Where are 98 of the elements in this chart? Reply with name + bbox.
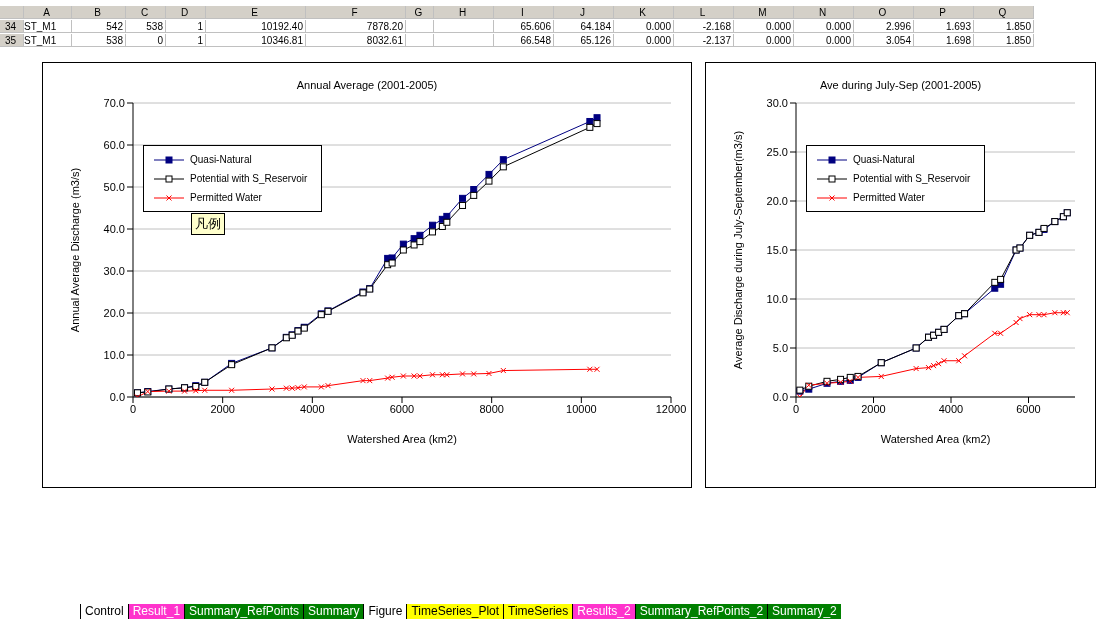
annotation: 凡例: [191, 213, 225, 235]
spreadsheet-cell: Q: [974, 6, 1034, 19]
spreadsheet-cell: 65.606: [494, 20, 554, 33]
spreadsheet-cell: 1.693: [914, 20, 974, 33]
spreadsheet-cell: 66.548: [494, 34, 554, 47]
text: Figure: [363, 604, 407, 619]
x-axis-title: Watershed Area (km2): [347, 433, 457, 445]
y-tick-label: 10.0: [103, 348, 125, 361]
x-tick-label: 2000: [210, 402, 235, 415]
y-tick-label: 30.0: [103, 264, 125, 277]
spreadsheet-cell: 0.000: [734, 34, 794, 47]
x-tick-label: 10000: [566, 402, 597, 415]
y-tick-label: 70.0: [103, 96, 125, 109]
spreadsheet-cell: ST_M1: [24, 34, 72, 47]
y-tick-label: 50.0: [103, 180, 125, 193]
spreadsheet-cell: H: [434, 6, 494, 19]
y-tick-label: 60.0: [103, 138, 125, 151]
spreadsheet-cell: 3.054: [854, 34, 914, 47]
y-tick-label: 15.0: [766, 243, 788, 256]
y-tick-label: 5.0: [772, 341, 788, 354]
spreadsheet-cell: O: [854, 6, 914, 19]
spreadsheet-cell: 542: [72, 20, 126, 33]
y-tick-label: 10.0: [766, 292, 788, 305]
spreadsheet-cell: A: [24, 6, 72, 19]
spreadsheet-cell: 64.184: [554, 20, 614, 33]
spreadsheet-cell: N: [794, 6, 854, 19]
legend-label: Potential with S_Reservoir: [853, 173, 971, 184]
spreadsheet-cell: G: [406, 6, 434, 19]
spreadsheet-cell: 2.996: [854, 20, 914, 33]
spreadsheet-cell: L: [674, 6, 734, 19]
text: Summary_RefPoints: [184, 604, 304, 619]
spreadsheet-cell: 0.000: [614, 20, 674, 33]
y-tick-label: 20.0: [766, 194, 788, 207]
x-axis-title: Watershed Area (km2): [880, 433, 991, 445]
legend-label: Potential with S_Reservoir: [190, 173, 308, 184]
spreadsheet-cell: 1.850: [974, 20, 1034, 33]
spreadsheet-cell: 10192.40: [206, 20, 306, 33]
x-tick-label: 4000: [938, 402, 964, 415]
y-tick-label: 0.0: [109, 390, 125, 403]
spreadsheet-cell: 0.000: [794, 34, 854, 47]
spreadsheet-cell: 0.000: [794, 20, 854, 33]
spreadsheet-cell: 0: [126, 34, 166, 47]
spreadsheet-cell: ST_M1: [24, 20, 72, 33]
spreadsheet-cell: C: [126, 6, 166, 19]
spreadsheet-cell: 538: [72, 34, 126, 47]
spreadsheet-cell: 34: [0, 20, 24, 33]
legend-label: Quasi-Natural: [853, 154, 915, 165]
x-tick-label: 6000: [389, 402, 415, 415]
text: Control: [80, 604, 128, 619]
chart-title: Ave during July-Sep (2001-2005): [818, 79, 983, 91]
spreadsheet-cell: 7878.20: [306, 20, 406, 33]
y-axis-title: Average Discharge during July-September(m3/s): [731, 130, 744, 370]
spreadsheet-cell: D: [166, 6, 206, 19]
x-tick-label: 0: [129, 402, 137, 415]
spreadsheet-cell: B: [72, 6, 126, 19]
x-tick-label: 4000: [300, 402, 325, 415]
y-tick-label: 20.0: [103, 306, 125, 319]
y-tick-label: 0.0: [772, 390, 788, 403]
spreadsheet-cell: I: [494, 6, 554, 19]
text: TimeSeries_Plot: [406, 604, 504, 619]
spreadsheet-cell: 1: [166, 20, 206, 33]
y-tick-label: 30.0: [766, 96, 788, 109]
x-tick-label: 2000: [861, 402, 886, 415]
legend-label: Permitted Water: [853, 192, 925, 203]
legend-label: Permitted Water: [190, 192, 262, 203]
text: Result_1: [127, 604, 185, 619]
text: TimeSeries: [503, 604, 573, 619]
x-tick-label: 8000: [479, 402, 504, 415]
x-tick-label: 12000: [655, 402, 687, 415]
spreadsheet-cell: J: [554, 6, 614, 19]
spreadsheet-cell: 1.698: [914, 34, 974, 47]
text: Summary: [303, 604, 364, 619]
y-tick-label: 40.0: [103, 222, 125, 235]
spreadsheet-cell: 0.000: [734, 20, 794, 33]
spreadsheet-cell: 35: [0, 34, 24, 47]
spreadsheet-cell: -2.137: [674, 34, 734, 47]
text: Summary_RefPoints_2: [634, 604, 768, 619]
spreadsheet-cell: M: [734, 6, 794, 19]
spreadsheet-cell: 1.850: [974, 34, 1034, 47]
spreadsheet-cell: E: [206, 6, 306, 19]
spreadsheet-cell: 8032.61: [306, 34, 406, 47]
chart-title: Annual Average (2001-2005): [295, 79, 439, 91]
spreadsheet-cell: 0.000: [614, 34, 674, 47]
x-tick-label: 6000: [1016, 402, 1041, 415]
spreadsheet-cell: 65.126: [554, 34, 614, 47]
spreadsheet-cell: K: [614, 6, 674, 19]
text: Summary_2: [767, 604, 841, 619]
spreadsheet-cell: 1: [166, 34, 206, 47]
x-tick-label: 0: [792, 402, 800, 415]
spreadsheet-cell: 538: [126, 20, 166, 33]
spreadsheet-cell: F: [306, 6, 406, 19]
text: Results_2: [572, 604, 635, 619]
spreadsheet-cell: P: [914, 6, 974, 19]
spreadsheet-cell: -2.168: [674, 20, 734, 33]
y-axis-title: Annual Average Discharge (m3/s): [68, 167, 81, 333]
spreadsheet-cell: 10346.81: [206, 34, 306, 47]
y-tick-label: 25.0: [766, 145, 788, 158]
legend-label: Quasi-Natural: [190, 154, 252, 165]
